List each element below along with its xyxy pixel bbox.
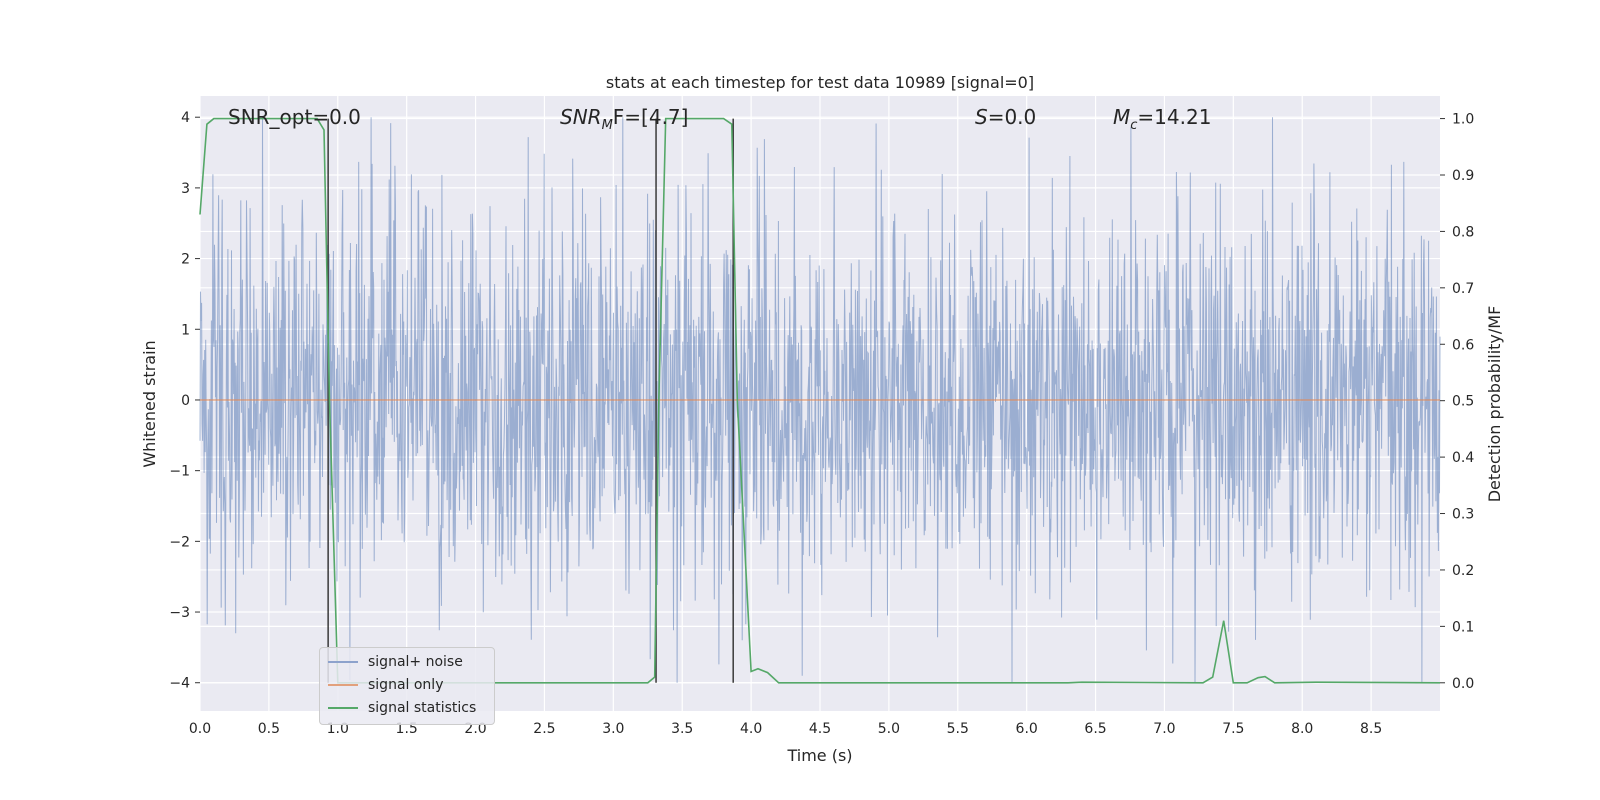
- y-tick-label: 2: [181, 252, 190, 268]
- annotation-snr-mf: SNRMF=[4.7]: [560, 105, 688, 133]
- y-tick-label: −2: [169, 534, 190, 550]
- series-signal-plus-noise: [199, 117, 1441, 683]
- y-tick-label: 1: [181, 322, 190, 338]
- y-right-tick-label: 1.0: [1452, 112, 1474, 128]
- x-tick-label: 4.0: [740, 721, 762, 737]
- y-right-tick-label: 0.7: [1452, 281, 1474, 297]
- y-tick-label: −1: [169, 464, 190, 480]
- x-tick-label: 2.0: [464, 721, 486, 737]
- y-tick-label: 4: [181, 110, 190, 126]
- annotation-s: S=0.0: [975, 105, 1036, 129]
- y-right-tick-label: 0.5: [1452, 394, 1474, 410]
- y-right-tick-labels: 1.0 0.9 0.8 0.7 0.6 0.5 0.4 0.3 0.2 0.1 0.0: [1440, 112, 1474, 692]
- series-signal-statistics: [199, 117, 1441, 684]
- y-right-tick-label: 0.8: [1452, 224, 1474, 240]
- annotation-mc: Mc=14.21: [1113, 105, 1211, 133]
- y-tick-labels: 4 3 2 1 0 −1 −2 −3 −4: [169, 110, 200, 692]
- x-tick-labels: 0.0 0.5 1.0 1.5 2.0 2.5 3.0 3.5 4.0 4.5 5.0 5.5 6.0 6…: [189, 721, 1382, 737]
- x-tick-label: 3.5: [671, 721, 693, 737]
- x-tick-label: 8.0: [1291, 721, 1313, 737]
- y-tick-label: 0: [181, 393, 190, 409]
- x-tick-label: 4.5: [809, 721, 831, 737]
- annotation-snr-opt: SNR_opt=0.0: [228, 105, 361, 129]
- signal-statistics-line: [199, 117, 1441, 684]
- legend-label: signal only: [368, 677, 444, 693]
- x-tick-label: 1.5: [396, 721, 418, 737]
- legend-swatch: [328, 684, 358, 686]
- x-tick-label: 6.0: [1016, 721, 1038, 737]
- legend-swatch: [328, 707, 358, 709]
- signal-noise-line: [199, 117, 1441, 683]
- chart-title: stats at each timestep for test data 109…: [606, 73, 1034, 92]
- y-right-tick-label: 0.9: [1452, 168, 1474, 184]
- x-tick-label: 1.0: [327, 721, 349, 737]
- legend-swatch: [328, 661, 358, 663]
- legend-label: signal+ noise: [368, 654, 463, 670]
- x-tick-label: 3.0: [602, 721, 624, 737]
- legend-item-signal-statistics: signal statistics: [328, 698, 476, 718]
- y-right-tick-label: 0.0: [1452, 676, 1474, 692]
- x-tick-label: 0.5: [258, 721, 280, 737]
- legend-item-signal-noise: signal+ noise: [328, 652, 463, 672]
- y-tick-label: −3: [169, 605, 190, 621]
- x-tick-label: 5.5: [947, 721, 969, 737]
- y-axis-label: Whitened strain: [140, 340, 159, 467]
- x-tick-label: 0.0: [189, 721, 211, 737]
- x-tick-label: 7.5: [1222, 721, 1244, 737]
- x-tick-label: 7.0: [1153, 721, 1175, 737]
- y-right-tick-label: 0.3: [1452, 507, 1474, 523]
- x-tick-label: 5.0: [878, 721, 900, 737]
- legend-label: signal statistics: [368, 700, 477, 716]
- y-right-tick-label: 0.4: [1452, 450, 1474, 466]
- y-right-tick-label: 0.2: [1452, 563, 1474, 579]
- x-tick-label: 8.5: [1360, 721, 1382, 737]
- legend-item-signal-only: signal only: [328, 675, 443, 695]
- x-axis-label: Time (s): [786, 746, 852, 765]
- legend: signal+ noise signal only signal statist…: [319, 647, 495, 725]
- y-right-tick-label: 0.6: [1452, 337, 1474, 353]
- x-tick-label: 6.5: [1084, 721, 1106, 737]
- y-right-axis-label: Detection probability/MF: [1485, 306, 1504, 503]
- x-tick-label: 2.5: [533, 721, 555, 737]
- y-right-tick-label: 0.1: [1452, 619, 1474, 635]
- y-tick-label: 3: [181, 181, 190, 197]
- y-tick-label: −4: [169, 676, 190, 692]
